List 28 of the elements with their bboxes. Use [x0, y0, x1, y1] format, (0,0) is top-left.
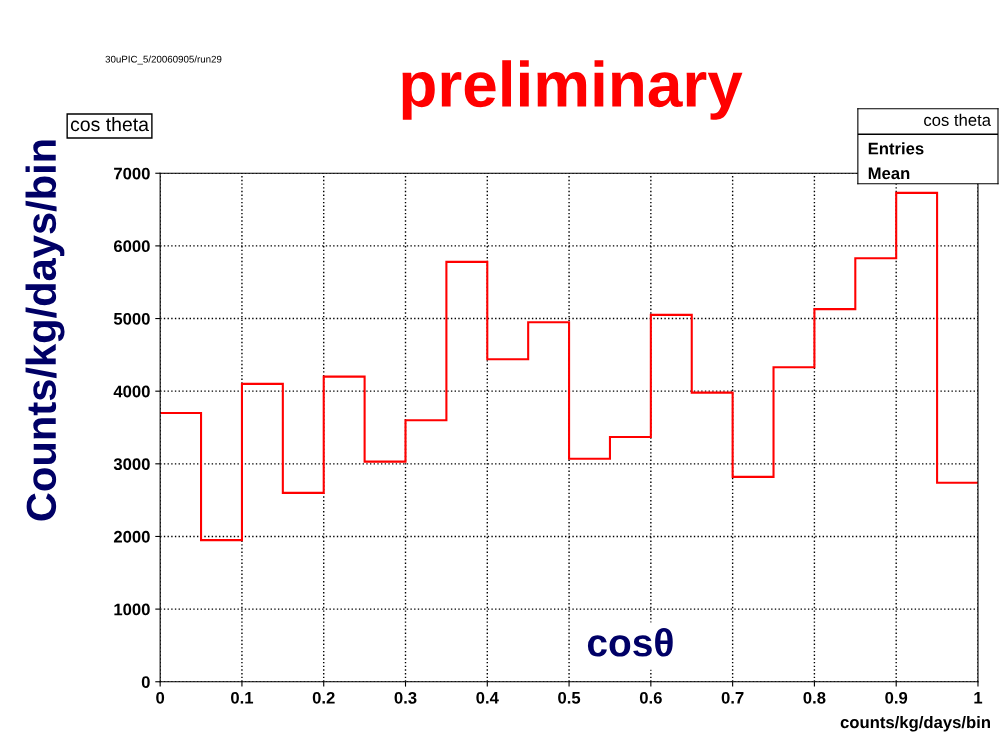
- y-tick-label: 7000: [114, 167, 150, 180]
- annotation: Mean: [868, 167, 910, 180]
- x-tick-label: 0.6: [639, 691, 662, 704]
- y-tick-label: 0: [141, 676, 150, 688]
- x-tick-label: 0.8: [803, 691, 826, 704]
- y-tick-label: 5000: [113, 312, 150, 325]
- text: Entries: [868, 142, 924, 155]
- x-tick-label: 0.3: [394, 691, 417, 704]
- y-tick-label: 4000: [113, 385, 150, 398]
- y-tick-label: 3000: [113, 458, 150, 471]
- text: preliminary: [402, 60, 743, 120]
- y-tick-label: 6000: [113, 240, 150, 253]
- y-tick-label: 2000: [113, 530, 150, 543]
- x-tick-label: 0.7: [721, 691, 744, 704]
- x-tick-label: 1: [974, 692, 983, 704]
- x-tick-label: 0.5: [558, 691, 581, 704]
- text: cos theta: [924, 113, 991, 126]
- x-axis-title: counts/kg/days/bin: [840, 715, 990, 732]
- annotation: cosθ: [587, 628, 673, 657]
- x-tick-label: 0.2: [312, 691, 335, 704]
- y-axis-title: Counts/kg/days/bin: [25, 140, 65, 521]
- y-tick-label: 1000: [114, 603, 150, 616]
- x-tick-label: 0.4: [476, 691, 499, 704]
- text: 30uPIC_5/20060905/run29: [105, 55, 222, 65]
- x-tick-label: 0.1: [231, 691, 254, 704]
- chart-title: cos theta: [70, 116, 149, 132]
- x-tick-label: 0.9: [885, 691, 908, 704]
- x-tick-label: 0: [156, 691, 165, 704]
